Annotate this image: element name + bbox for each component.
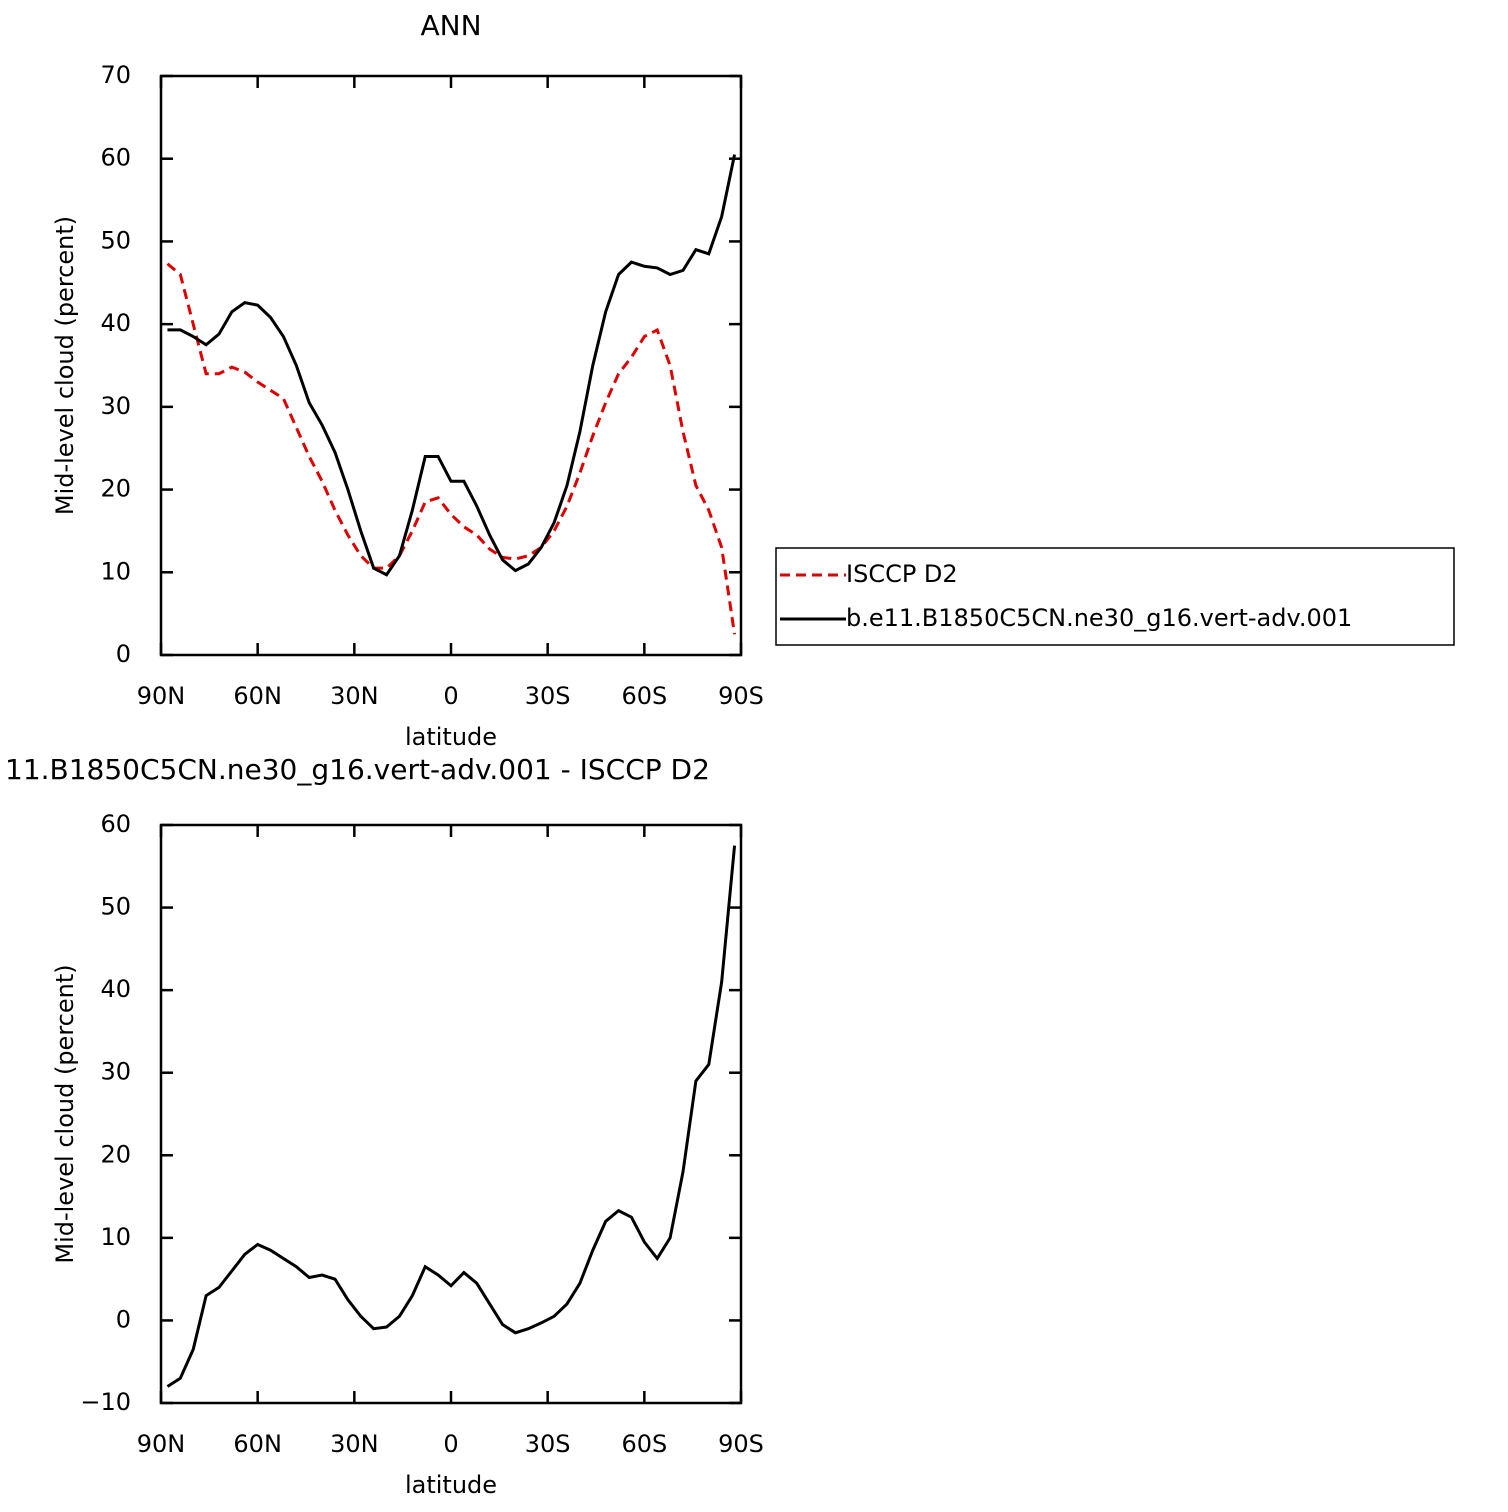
y-axis-label: Mid-level cloud (percent): [51, 216, 79, 515]
x-tick-label: 90N: [137, 1430, 186, 1458]
x-axis-label: latitude: [405, 723, 497, 751]
legend-label: ISCCP D2: [846, 560, 958, 588]
y-tick-label: 10: [100, 557, 131, 585]
y-tick-label: −10: [80, 1388, 131, 1416]
x-tick-label: 30N: [330, 682, 379, 710]
y-tick-label: 20: [100, 475, 131, 503]
x-tick-label: 60N: [233, 1430, 282, 1458]
x-tick-label: 60N: [233, 682, 282, 710]
y-tick-label: 20: [100, 1140, 131, 1168]
x-tick-label: 90S: [718, 682, 764, 710]
legend-label: b.e11.B1850C5CN.ne30_g16.vert-adv.001: [846, 604, 1352, 632]
x-tick-label: 30S: [525, 1430, 571, 1458]
y-tick-label: 40: [100, 309, 131, 337]
x-tick-label: 60S: [621, 682, 667, 710]
y-tick-label: 50: [100, 893, 131, 921]
y-tick-label: 0: [116, 640, 131, 668]
x-tick-label: 0: [443, 682, 458, 710]
y-tick-label: 40: [100, 975, 131, 1003]
chart-title: ANN: [420, 9, 481, 42]
data-line: [167, 154, 737, 577]
data-line: [166, 845, 737, 1388]
x-tick-label: 90N: [137, 682, 186, 710]
y-tick-label: 0: [116, 1305, 131, 1333]
y-tick-label: 50: [100, 226, 131, 254]
y-tick-label: 30: [100, 392, 131, 420]
y-tick-label: 70: [100, 61, 131, 89]
y-tick-label: 60: [100, 810, 131, 838]
x-tick-label: 30N: [330, 1430, 379, 1458]
y-tick-label: 60: [100, 144, 131, 172]
y-tick-label: 30: [100, 1058, 131, 1086]
x-tick-label: 30S: [525, 682, 571, 710]
x-tick-label: 60S: [621, 1430, 667, 1458]
plot-frame: [159, 74, 743, 657]
data-line: [166, 262, 737, 635]
plot-frame: [159, 823, 743, 1405]
y-axis-label: Mid-level cloud (percent): [51, 964, 79, 1263]
x-axis-label: latitude: [405, 1471, 497, 1499]
x-tick-label: 90S: [718, 1430, 764, 1458]
legend-box: [775, 547, 1455, 646]
chart-title: 11.B1850C5CN.ne30_g16.vert-adv.001 - ISC…: [5, 753, 710, 786]
x-tick-label: 0: [443, 1430, 458, 1458]
y-tick-label: 10: [100, 1223, 131, 1251]
